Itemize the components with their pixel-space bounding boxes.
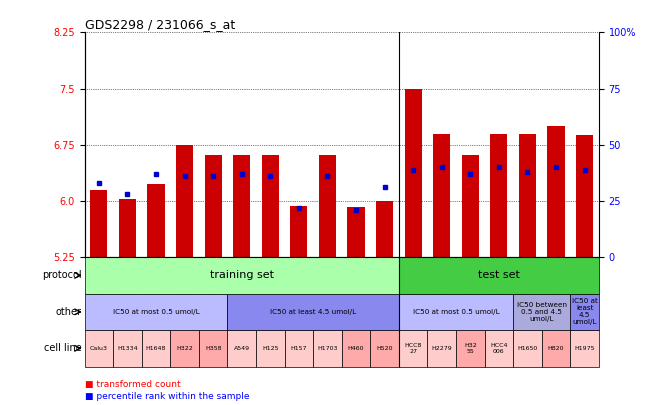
Text: GSM99020: GSM99020: [94, 260, 104, 301]
Bar: [148, 185, 165, 257]
Text: GSM99022: GSM99022: [123, 260, 132, 301]
Text: protocol: protocol: [42, 271, 81, 280]
Bar: [547, 126, 564, 257]
Text: H520: H520: [376, 346, 393, 351]
Bar: [513, 294, 570, 330]
Text: IC50 at least 4.5 umol/L: IC50 at least 4.5 umol/L: [270, 309, 356, 315]
Text: IC50 at most 0.5 umol/L: IC50 at most 0.5 umol/L: [413, 309, 499, 315]
Text: Calu3: Calu3: [90, 346, 108, 351]
Bar: [376, 201, 393, 257]
Text: A549: A549: [234, 346, 250, 351]
Text: ■ transformed count: ■ transformed count: [85, 380, 180, 389]
Text: GSM99032: GSM99032: [380, 260, 389, 301]
Bar: [256, 330, 284, 367]
Text: H1703: H1703: [317, 346, 338, 351]
Bar: [576, 135, 593, 257]
Text: GSM99033: GSM99033: [551, 260, 561, 301]
Text: GSM99034: GSM99034: [494, 260, 503, 301]
Bar: [142, 330, 171, 367]
Bar: [519, 134, 536, 257]
Text: HCC8
27: HCC8 27: [404, 343, 422, 354]
Text: H358: H358: [205, 346, 221, 351]
Text: IC50 at
least
4.5
umol/L: IC50 at least 4.5 umol/L: [572, 298, 598, 325]
Bar: [342, 330, 370, 367]
Text: test set: test set: [478, 271, 520, 280]
Bar: [90, 190, 107, 257]
Text: IC50 at most 0.5 umol/L: IC50 at most 0.5 umol/L: [113, 309, 199, 315]
Bar: [262, 155, 279, 257]
Text: GSM99029: GSM99029: [180, 260, 189, 301]
Bar: [176, 145, 193, 257]
Bar: [171, 330, 199, 367]
Bar: [428, 330, 456, 367]
Bar: [119, 200, 136, 257]
Text: H460: H460: [348, 346, 365, 351]
Bar: [85, 330, 113, 367]
Text: H157: H157: [290, 346, 307, 351]
Bar: [542, 330, 570, 367]
Bar: [405, 89, 422, 257]
Bar: [399, 294, 513, 330]
Bar: [484, 330, 513, 367]
Bar: [370, 330, 399, 367]
Bar: [570, 330, 599, 367]
Text: other: other: [55, 307, 81, 317]
Text: GSM99023: GSM99023: [294, 260, 303, 301]
Text: GSM99018: GSM99018: [466, 260, 475, 301]
Bar: [113, 330, 142, 367]
Text: GSM99028: GSM99028: [437, 260, 447, 301]
Text: H1648: H1648: [146, 346, 166, 351]
Bar: [227, 330, 256, 367]
Text: H1334: H1334: [117, 346, 138, 351]
Text: GSM99026: GSM99026: [323, 260, 332, 301]
Bar: [199, 330, 227, 367]
Text: cell line: cell line: [44, 343, 81, 353]
Bar: [85, 257, 399, 294]
Text: H32
55: H32 55: [464, 343, 477, 354]
Text: GSM99027: GSM99027: [580, 260, 589, 301]
Text: H820: H820: [547, 346, 564, 351]
Bar: [462, 155, 479, 257]
Bar: [313, 330, 342, 367]
Bar: [227, 294, 399, 330]
Text: H125: H125: [262, 346, 279, 351]
Bar: [284, 330, 313, 367]
Text: GSM99024: GSM99024: [152, 260, 161, 301]
Bar: [513, 330, 542, 367]
Text: GSM99030: GSM99030: [209, 260, 217, 301]
Bar: [85, 294, 227, 330]
Bar: [399, 257, 599, 294]
Text: H1650: H1650: [518, 346, 538, 351]
Text: H1975: H1975: [574, 346, 595, 351]
Text: GSM99019: GSM99019: [237, 260, 246, 301]
Text: IC50 between
0.5 and 4.5
umol/L: IC50 between 0.5 and 4.5 umol/L: [517, 302, 567, 322]
Bar: [319, 155, 336, 257]
Bar: [348, 207, 365, 257]
Text: training set: training set: [210, 271, 274, 280]
Text: GSM99021: GSM99021: [266, 260, 275, 301]
Bar: [433, 134, 450, 257]
Bar: [570, 294, 599, 330]
Text: H322: H322: [176, 346, 193, 351]
Bar: [490, 134, 508, 257]
Bar: [456, 330, 484, 367]
Text: ■ percentile rank within the sample: ■ percentile rank within the sample: [85, 392, 249, 401]
Text: GSM99031: GSM99031: [352, 260, 361, 301]
Text: GSM99035: GSM99035: [409, 260, 418, 301]
Bar: [399, 330, 428, 367]
Text: GSM99025: GSM99025: [523, 260, 532, 301]
Text: HCC4
006: HCC4 006: [490, 343, 508, 354]
Bar: [290, 206, 307, 257]
Text: GDS2298 / 231066_s_at: GDS2298 / 231066_s_at: [85, 18, 235, 31]
Bar: [204, 155, 222, 257]
Text: H2279: H2279: [432, 346, 452, 351]
Bar: [233, 155, 251, 257]
